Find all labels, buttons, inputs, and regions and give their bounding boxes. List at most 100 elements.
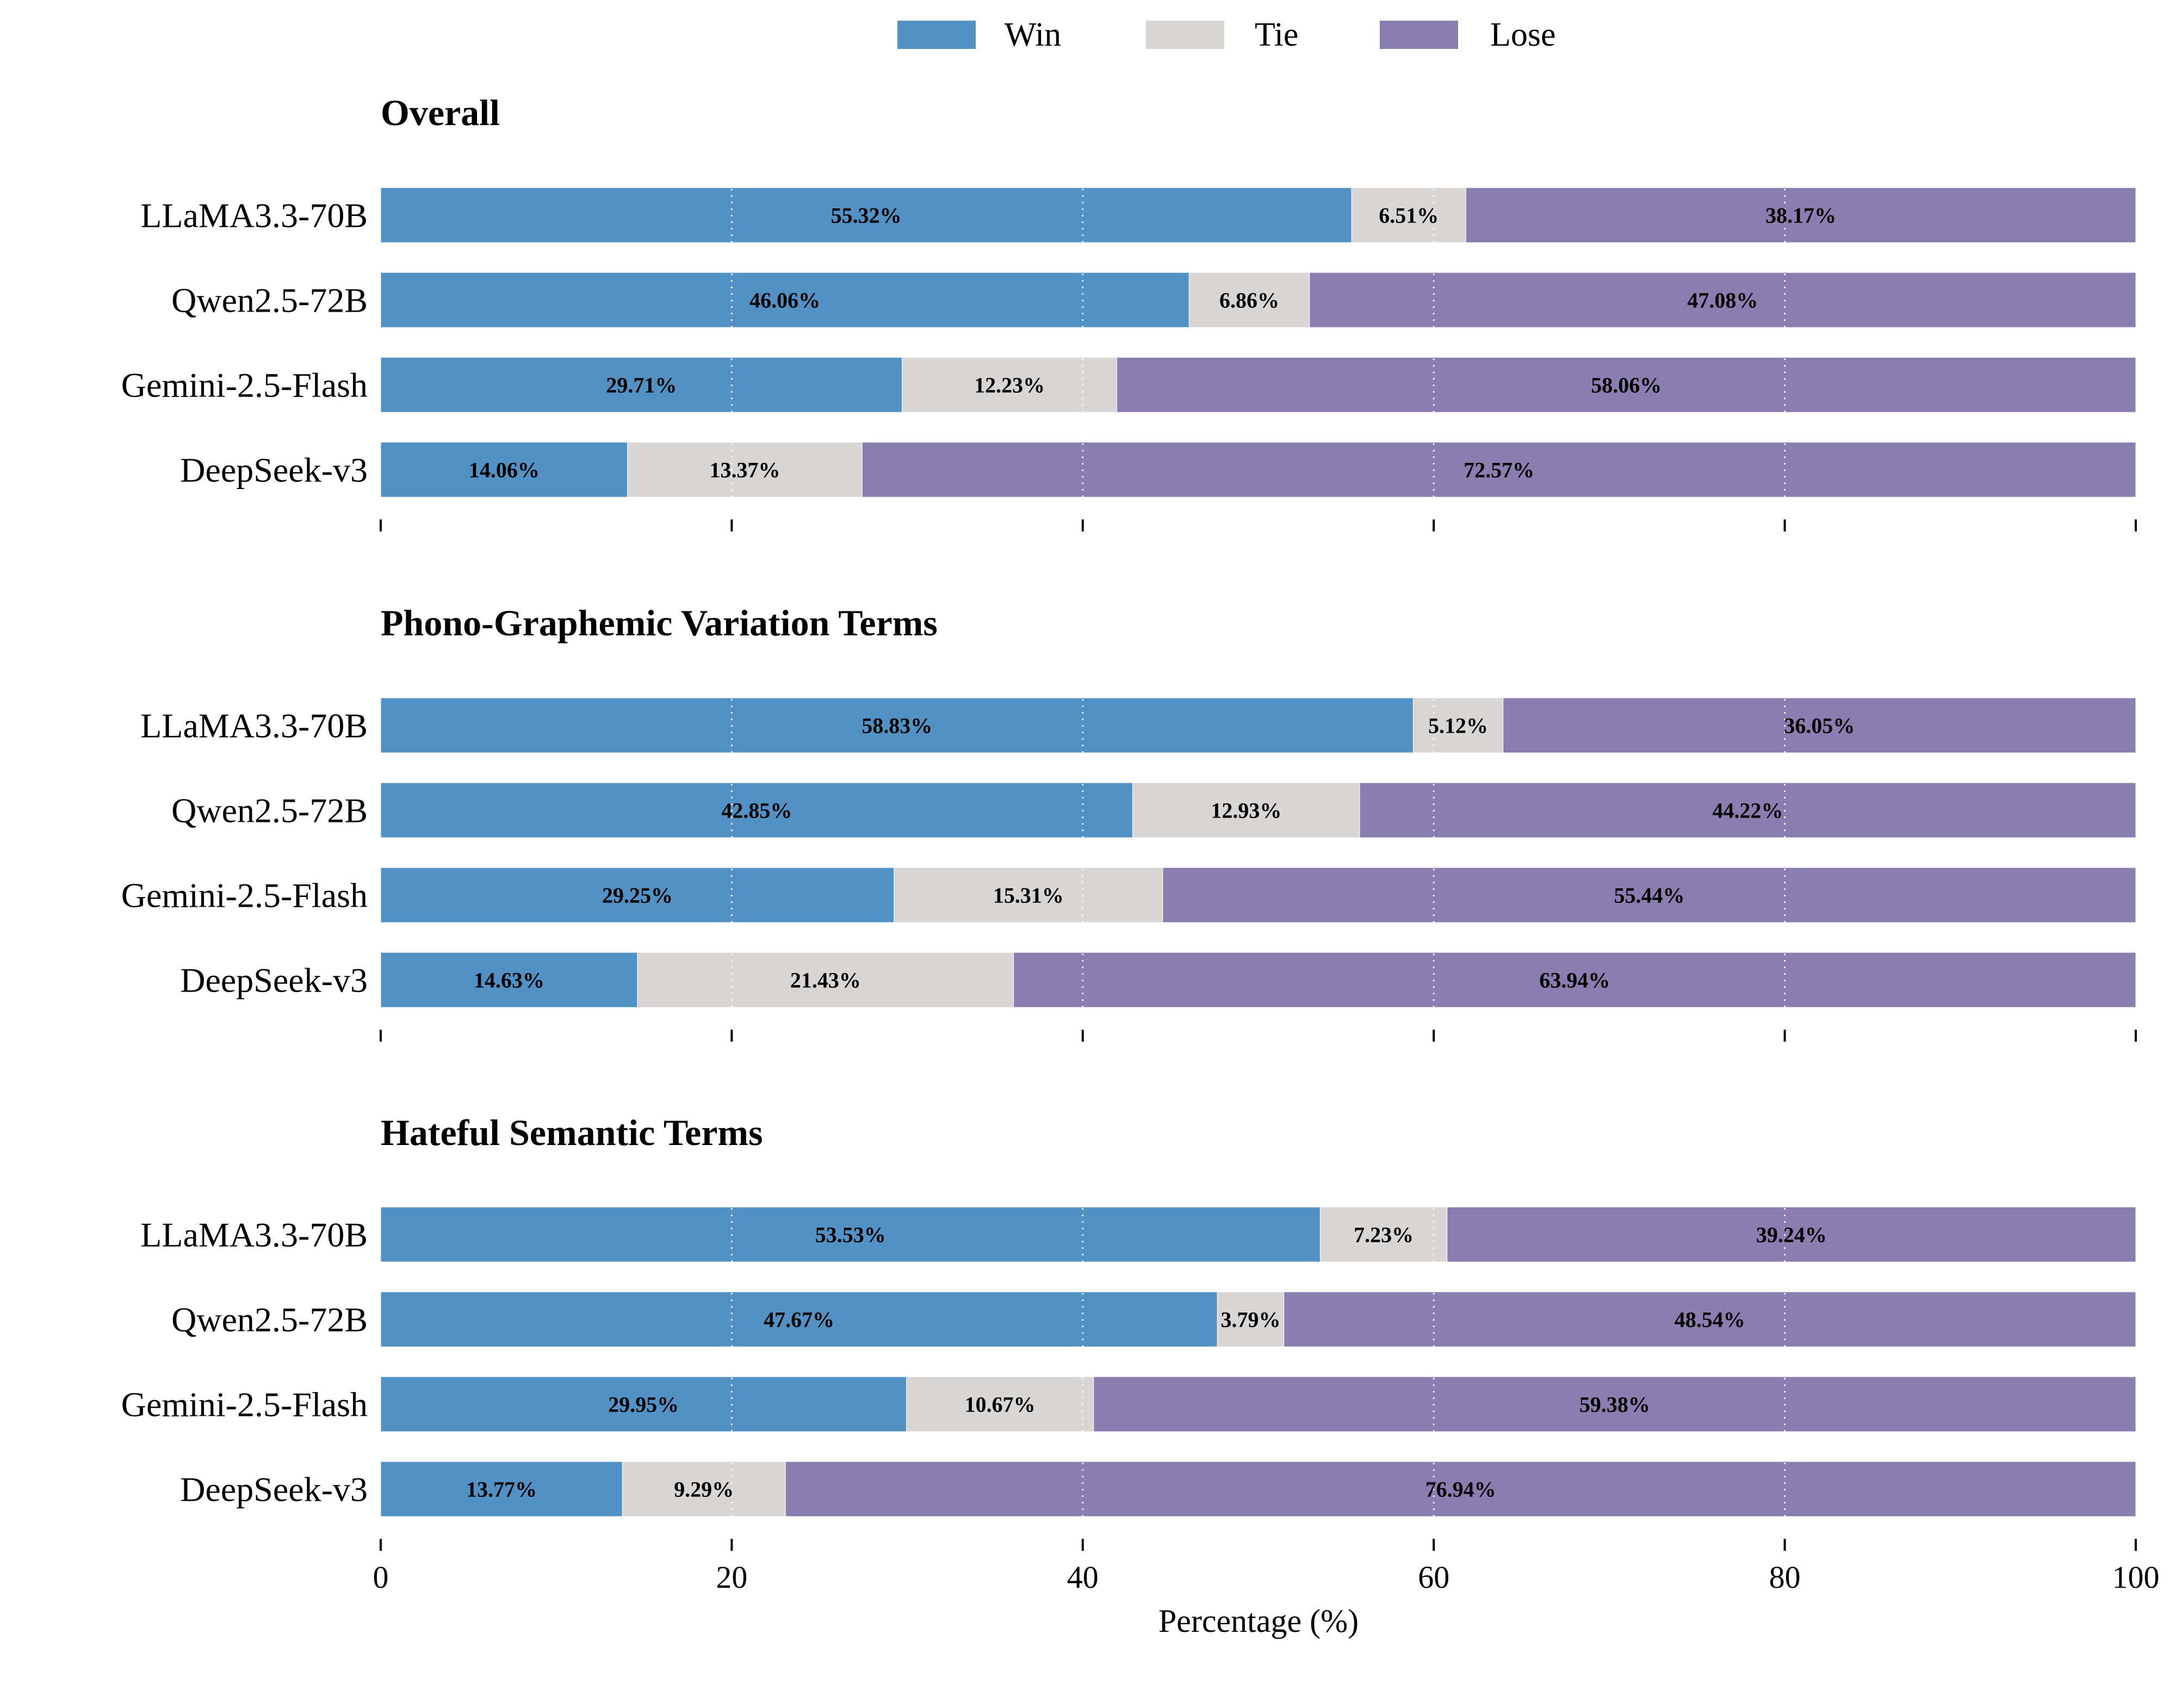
bar-lose: [1116, 357, 2136, 413]
bar-tie: [637, 952, 1014, 1008]
data-label-lose: 48.54%: [1675, 1308, 1745, 1332]
category-label: Qwen2.5-72B: [171, 281, 368, 320]
data-label-lose: 76.94%: [1425, 1477, 1496, 1502]
bar-lose: [1359, 782, 2136, 838]
data-label-tie: 3.79%: [1220, 1308, 1280, 1332]
data-label-lose: 39.24%: [1756, 1223, 1827, 1247]
bar-lose: [1093, 1376, 2136, 1432]
bar-tie: [1319, 1206, 1448, 1263]
data-label-win: 29.95%: [608, 1393, 679, 1417]
bar-win: [380, 867, 895, 923]
category-label: DeepSeek-v3: [180, 1470, 368, 1509]
panel-2: Phono-Graphemic Variation Terms LLaMA3.3-…: [121, 602, 2137, 1042]
bar-win: [380, 1376, 907, 1432]
data-label-win: 29.71%: [606, 373, 677, 398]
data-label-lose: 59.38%: [1579, 1393, 1650, 1417]
data-label-lose: 36.05%: [1784, 714, 1855, 738]
bar-lose: [1465, 187, 2136, 243]
bar-win: [380, 1291, 1218, 1347]
bar-tie: [1217, 1291, 1285, 1347]
category-label: LLaMA3.3-70B: [140, 1216, 368, 1254]
data-label-tie: 6.51%: [1379, 203, 1439, 228]
data-label-lose: 63.94%: [1539, 968, 1610, 993]
bar-tie: [1132, 782, 1360, 838]
category-label: DeepSeek-v3: [180, 961, 368, 1000]
x-tick-label: 40: [1067, 1560, 1099, 1595]
panels: Overall LLaMA3.3-70B Qwen2.5-72B Gemini-2.5…: [121, 92, 2160, 1595]
category-label: LLaMA3.3-70B: [140, 196, 368, 235]
data-label-win: 46.06%: [749, 288, 820, 313]
data-label-tie: 5.12%: [1428, 714, 1488, 738]
x-tick-label: 80: [1769, 1560, 1801, 1595]
panel-title: Phono-Graphemic Variation Terms: [381, 602, 938, 643]
data-label-win: 14.06%: [469, 458, 540, 482]
x-tick-label: 0: [373, 1560, 389, 1595]
panel-1: Overall LLaMA3.3-70B Qwen2.5-72B Gemini-2.5…: [121, 92, 2137, 531]
data-label-tie: 12.23%: [974, 373, 1045, 398]
data-label-lose: 72.57%: [1464, 458, 1534, 482]
data-label-tie: 15.31%: [993, 883, 1064, 908]
bar-lose: [861, 442, 2136, 498]
bar-lose: [1013, 952, 2136, 1008]
data-label-win: 58.83%: [861, 714, 932, 738]
bar-win: [380, 187, 1352, 243]
panel-title: Overall: [381, 92, 500, 133]
data-label-tie: 13.37%: [709, 458, 780, 482]
legend-label-lose: Lose: [1490, 16, 1556, 53]
bar-tie: [1412, 697, 1504, 753]
bar-lose: [1284, 1291, 2136, 1347]
bar-lose: [1162, 867, 2136, 923]
bar-win: [380, 697, 1414, 753]
bar-lose: [1503, 697, 2136, 753]
bar-lose: [1447, 1206, 2136, 1263]
panel-3: Hateful Semantic Terms LLaMA3.3-70B Qwen2.…: [121, 1112, 2160, 1595]
bar-tie: [894, 867, 1163, 923]
data-label-win: 14.63%: [474, 968, 544, 993]
data-label-win: 13.77%: [466, 1477, 537, 1502]
bar-lose: [1309, 272, 2136, 328]
data-label-win: 53.53%: [815, 1223, 886, 1247]
data-label-tie: 6.86%: [1219, 288, 1279, 313]
bar-win: [380, 1461, 623, 1517]
bar-win: [380, 952, 638, 1008]
x-tick-label: 100: [2112, 1560, 2160, 1595]
bar-win: [380, 782, 1133, 838]
category-label: Gemini-2.5-Flash: [121, 366, 368, 405]
bar-win: [380, 1206, 1321, 1263]
data-label-win: 29.25%: [602, 883, 673, 908]
legend: Win Tie Lose: [897, 16, 1556, 53]
category-label: LLaMA3.3-70B: [140, 707, 368, 745]
legend-swatch-win: [897, 21, 976, 49]
bar-win: [380, 442, 628, 498]
data-label-lose: 55.44%: [1614, 883, 1684, 908]
x-tick-label: 20: [716, 1560, 747, 1595]
data-label-lose: 58.06%: [1591, 373, 1662, 398]
bar-win: [380, 272, 1189, 328]
category-label: Qwen2.5-72B: [171, 1301, 368, 1339]
x-tick-label: 60: [1418, 1560, 1449, 1595]
bar-win: [380, 357, 903, 413]
data-label-lose: 44.22%: [1713, 799, 1783, 823]
panel-title: Hateful Semantic Terms: [381, 1112, 763, 1153]
data-label-win: 47.67%: [764, 1308, 834, 1332]
data-label-win: 42.85%: [721, 799, 792, 823]
data-label-tie: 7.23%: [1354, 1223, 1414, 1247]
data-label-tie: 9.29%: [674, 1477, 734, 1502]
legend-label-win: Win: [1005, 16, 1061, 53]
data-label-tie: 12.93%: [1211, 799, 1281, 823]
legend-swatch-tie: [1146, 21, 1224, 49]
x-axis-label: Percentage (%): [1158, 1603, 1359, 1639]
data-label-win: 55.32%: [831, 203, 902, 228]
legend-label-tie: Tie: [1255, 16, 1298, 53]
bar-tie: [906, 1376, 1094, 1432]
bar-tie: [1351, 187, 1466, 243]
legend-swatch-lose: [1380, 21, 1458, 49]
bar-tie: [622, 1461, 786, 1517]
category-label: Qwen2.5-72B: [171, 791, 368, 830]
bar-tie: [902, 357, 1117, 413]
data-label-lose: 38.17%: [1765, 203, 1836, 228]
data-label-tie: 21.43%: [790, 968, 861, 993]
data-label-tie: 10.67%: [965, 1393, 1036, 1417]
